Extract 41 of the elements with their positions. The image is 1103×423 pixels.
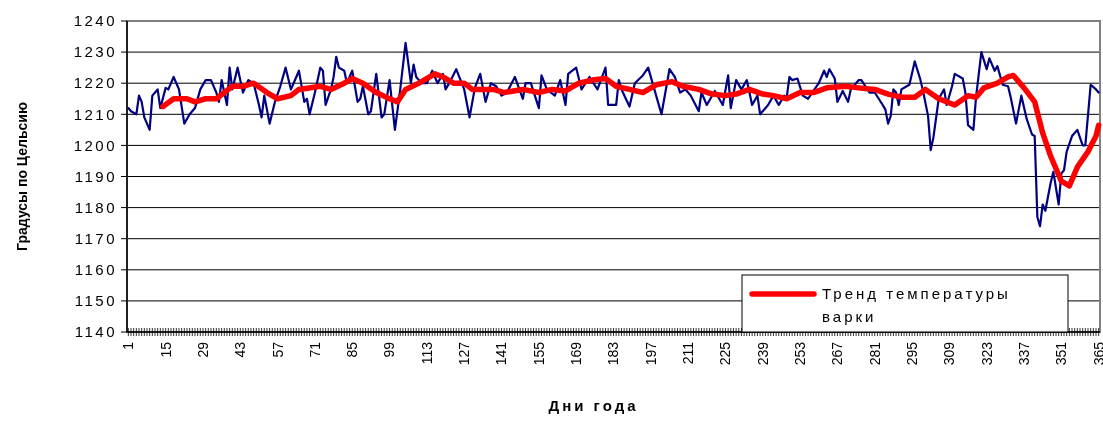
x-tick-label: 99 bbox=[381, 341, 398, 358]
y-tick-label: 1180 bbox=[74, 198, 117, 216]
y-tick-label: 1200 bbox=[73, 136, 117, 154]
y-tick-label: 1160 bbox=[74, 261, 117, 279]
x-tick-label: 281 bbox=[866, 341, 883, 366]
x-tick-label: 337 bbox=[1015, 341, 1032, 366]
x-tick-label: 85 bbox=[344, 341, 361, 358]
x-tick-label: 323 bbox=[978, 341, 995, 366]
y-tick-label: 1170 bbox=[74, 229, 117, 247]
x-tick-label: 29 bbox=[194, 341, 211, 358]
x-tick-label: 57 bbox=[269, 341, 286, 358]
x-tick-label: 141 bbox=[493, 341, 510, 366]
y-tick-label: 1140 bbox=[74, 323, 117, 341]
x-tick-label: 113 bbox=[418, 341, 435, 365]
x-tick-label: 225 bbox=[717, 341, 734, 366]
x-tick-label: 155 bbox=[530, 341, 547, 366]
x-tick-label: 15 bbox=[157, 341, 174, 358]
x-tick-label: 197 bbox=[642, 341, 659, 366]
x-tick-label: 183 bbox=[605, 341, 622, 366]
x-tick-label: 365 bbox=[1090, 341, 1103, 366]
x-tick-label: 239 bbox=[754, 341, 771, 366]
y-tick-label: 1150 bbox=[74, 292, 117, 310]
x-axis-title: Дни года bbox=[548, 397, 639, 414]
x-tick-label: 267 bbox=[829, 341, 846, 366]
y-tick-label: 1240 bbox=[73, 12, 117, 30]
y-tick-label: 1190 bbox=[74, 167, 117, 185]
y-axis-title: Градусы по Цельсию bbox=[13, 102, 30, 251]
x-tick-label: 211 bbox=[680, 341, 697, 365]
x-tick-label: 295 bbox=[903, 341, 920, 366]
y-tick-label: 1220 bbox=[73, 74, 117, 92]
x-tick-label: 71 bbox=[306, 341, 323, 358]
x-tick-label: 169 bbox=[568, 341, 585, 366]
y-tick-label: 1210 bbox=[73, 105, 117, 123]
x-tick-label: 1 bbox=[120, 341, 137, 350]
y-tick-label: 1230 bbox=[73, 43, 117, 61]
x-tick-label: 351 bbox=[1053, 341, 1070, 366]
x-tick-label: 43 bbox=[232, 341, 249, 358]
legend-label: Тренд температуры варки bbox=[822, 285, 1011, 326]
x-tick-label: 253 bbox=[792, 341, 808, 366]
x-tick-label: 127 bbox=[456, 341, 473, 366]
x-tick-label: 309 bbox=[941, 341, 958, 366]
